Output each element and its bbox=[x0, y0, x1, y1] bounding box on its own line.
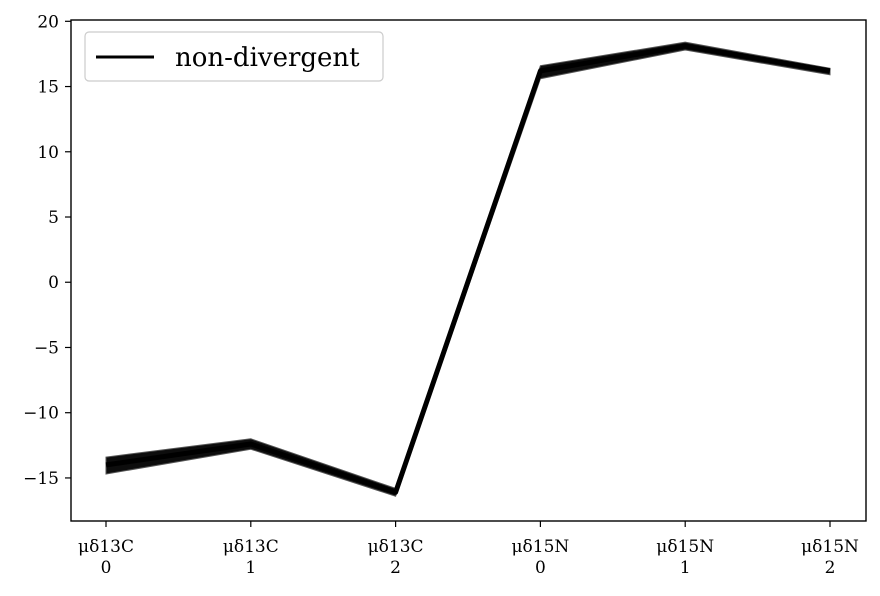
x-tick-label: μδ15N bbox=[512, 537, 570, 557]
y-tick-label: 0 bbox=[48, 273, 59, 293]
series-band bbox=[106, 42, 830, 496]
x-tick-label: μδ13C bbox=[78, 537, 134, 557]
x-tick-label: μδ15N bbox=[801, 537, 859, 557]
y-tick-label: −5 bbox=[34, 338, 59, 358]
x-tick-label: 1 bbox=[245, 558, 256, 578]
x-tick-label: 1 bbox=[680, 558, 691, 578]
series-line bbox=[106, 46, 830, 492]
x-tick-label: 0 bbox=[535, 558, 546, 578]
legend: non-divergent bbox=[85, 32, 383, 81]
y-tick-label: 20 bbox=[37, 12, 59, 32]
series-layer bbox=[106, 42, 830, 496]
legend-label: non-divergent bbox=[175, 43, 360, 73]
y-tick-label: 15 bbox=[37, 78, 59, 98]
y-tick-label: 5 bbox=[48, 208, 59, 228]
x-tick-label: μδ13C bbox=[368, 537, 424, 557]
x-tick-label: μδ13C bbox=[223, 537, 279, 557]
plot-frame bbox=[71, 20, 866, 521]
y-tick-label: −10 bbox=[23, 404, 59, 424]
x-tick-label: μδ15N bbox=[656, 537, 714, 557]
y-tick-label: −15 bbox=[23, 469, 59, 489]
axes-layer: 20151050−5−10−15μδ13C0μδ13C1μδ13C2μδ15N0… bbox=[23, 12, 866, 578]
x-tick-label: 2 bbox=[390, 558, 401, 578]
x-tick-label: 2 bbox=[825, 558, 836, 578]
x-tick-label: 0 bbox=[101, 558, 112, 578]
y-tick-label: 10 bbox=[37, 143, 59, 163]
